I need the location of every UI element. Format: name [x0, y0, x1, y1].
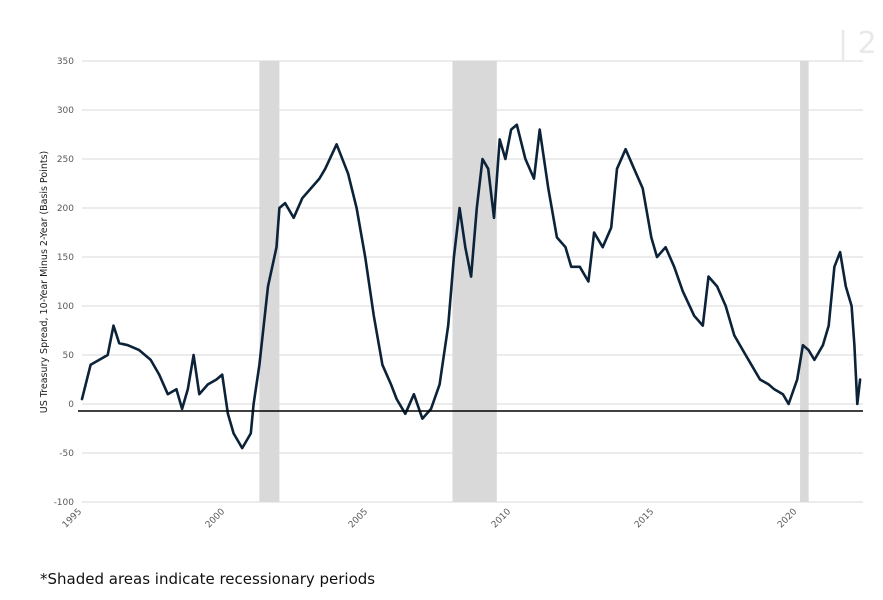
recession-band [452, 61, 497, 502]
y-tick-label: -50 [59, 449, 74, 459]
x-tick-label: 1995 [61, 507, 84, 530]
x-tick-label: 2005 [347, 507, 370, 530]
y-tick-label: 350 [57, 57, 74, 67]
x-tick-label: 2010 [490, 507, 513, 530]
footnote: *Shaded areas indicate recessionary peri… [40, 570, 376, 588]
y-tick-label: -100 [54, 498, 75, 508]
x-tick-label: 2000 [204, 507, 227, 530]
x-tick-label: 2020 [776, 507, 799, 530]
x-axis-ticks: 1995 2000 2005 2010 2015 2020 [61, 507, 800, 530]
y-tick-label: 200 [57, 204, 74, 214]
y-tick-label: 100 [57, 302, 74, 312]
recession-bands [259, 61, 809, 502]
page-number-mark: | 2 [838, 26, 877, 61]
y-axis-ticks: -100 -50 0 50 100 150 200 250 300 350 [54, 57, 75, 508]
y-tick-label: 0 [68, 400, 74, 410]
y-tick-label: 250 [57, 155, 74, 165]
y-tick-label: 50 [63, 351, 75, 361]
y-tick-label: 300 [57, 106, 74, 116]
y-axis-title: US Treasury Spread, 10-Year Minus 2-Year… [39, 151, 50, 413]
x-tick-label: 2015 [633, 507, 656, 530]
series-line-10y-2y-spread [80, 123, 862, 450]
y-tick-label: 150 [57, 253, 74, 263]
recession-band [800, 61, 809, 502]
